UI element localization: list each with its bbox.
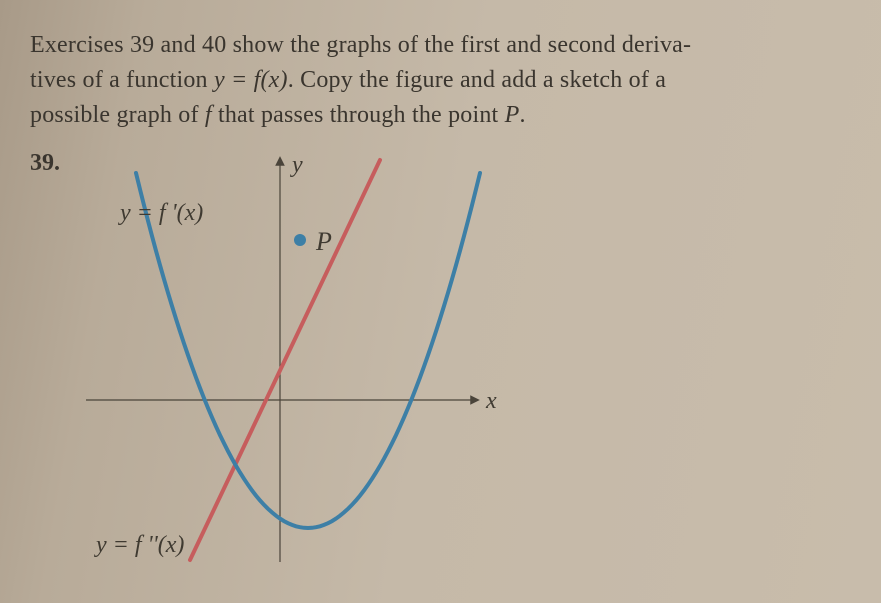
y-axis-label: y [290,152,303,178]
instr-line3c: . [520,102,526,128]
x-axis-label: x [485,388,497,414]
graph: y x P y = f '(x) y = f ''(x) [80,150,520,580]
instr-f: f [205,102,212,128]
graph-svg: y x P y = f '(x) y = f ''(x) [80,150,520,580]
f-prime-label: y = f '(x) [118,200,203,226]
instr-line3a: possible graph of [30,102,205,128]
f-prime-curve [136,173,480,528]
point-p-label: P [315,227,332,256]
page: Exercises 39 and 40 show the graphs of t… [0,0,881,603]
instr-fn: y = f(x) [214,67,288,93]
instr-line1: Exercises 39 and 40 show the graphs of t… [30,32,691,58]
instr-line2a: tives of a function [30,67,214,93]
instr-P: P [505,102,520,128]
point-p [294,234,306,246]
instr-line3b: that passes through the point [212,102,505,128]
instructions: Exercises 39 and 40 show the graphs of t… [30,28,841,132]
exercise-number: 39. [30,150,60,177]
instr-line2b: . Copy the figure and add a sketch of a [288,67,666,93]
f-double-prime-curve [190,160,380,560]
f-double-prime-label: y = f ''(x) [94,532,184,558]
